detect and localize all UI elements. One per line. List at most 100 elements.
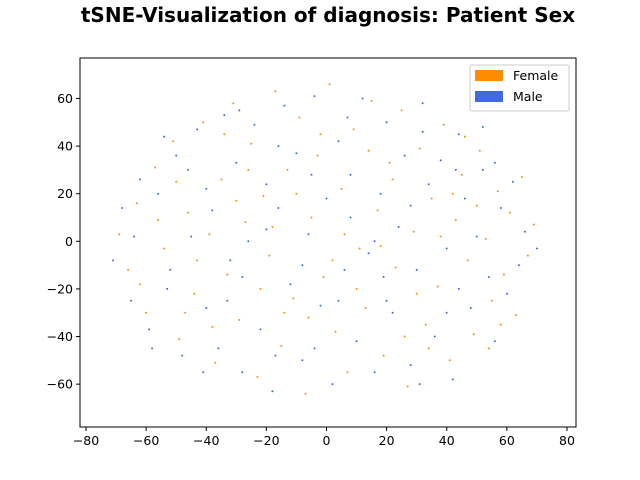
point-female-12 <box>214 361 217 364</box>
point-male-19 <box>253 123 256 126</box>
point-male-80 <box>265 228 268 231</box>
point-male-76 <box>493 161 496 164</box>
legend-swatch-male <box>475 91 503 102</box>
point-female-34 <box>346 371 349 374</box>
point-female-20 <box>262 195 265 198</box>
point-male-45 <box>409 364 412 367</box>
point-female-8 <box>187 211 190 214</box>
point-female-67 <box>175 180 178 183</box>
point-female-79 <box>235 199 238 202</box>
point-female-77 <box>157 218 160 221</box>
point-male-49 <box>433 335 436 338</box>
point-male-58 <box>487 276 490 278</box>
point-female-94 <box>439 235 442 238</box>
point-male-94 <box>418 383 421 386</box>
point-male-4 <box>148 328 151 331</box>
point-female-90 <box>295 192 298 195</box>
point-female-50 <box>442 123 445 126</box>
point-male-53 <box>457 133 460 136</box>
point-male-86 <box>481 126 484 128</box>
point-female-0 <box>118 233 121 236</box>
point-male-43 <box>397 226 400 228</box>
point-male-2 <box>130 299 133 302</box>
point-female-68 <box>211 326 214 328</box>
point-male-15 <box>229 259 232 262</box>
point-male-89 <box>238 109 241 112</box>
point-female-45 <box>412 230 415 233</box>
y-tick-label: −40 <box>47 329 73 344</box>
legend-label-female: Female <box>513 68 559 83</box>
points-layer <box>112 83 538 395</box>
point-female-43 <box>400 109 403 112</box>
point-female-3 <box>145 311 148 314</box>
point-male-61 <box>505 292 508 295</box>
point-female-42 <box>394 266 397 269</box>
point-female-91 <box>331 259 334 262</box>
point-male-7 <box>175 154 178 157</box>
point-male-13 <box>217 347 220 350</box>
point-female-71 <box>319 133 322 136</box>
point-female-63 <box>520 176 523 178</box>
point-male-91 <box>310 173 313 176</box>
point-female-66 <box>139 283 142 286</box>
point-male-32 <box>331 383 334 386</box>
point-male-20 <box>259 328 262 331</box>
point-female-75 <box>463 135 466 138</box>
point-female-87 <box>184 311 187 314</box>
point-female-27 <box>304 392 307 395</box>
point-female-5 <box>163 247 166 250</box>
point-male-16 <box>235 161 238 164</box>
point-male-88 <box>202 371 205 374</box>
point-male-54 <box>463 197 466 200</box>
point-male-3 <box>139 178 142 181</box>
x-tick-label: −20 <box>253 433 279 448</box>
point-female-48 <box>430 197 433 200</box>
point-female-33 <box>340 187 343 190</box>
point-female-40 <box>382 354 385 357</box>
point-female-13 <box>220 178 223 181</box>
y-axis: −60 −40 −20 0 20 40 60 <box>47 91 80 392</box>
point-female-92 <box>367 149 370 152</box>
point-male-11 <box>205 307 208 309</box>
point-male-81 <box>301 264 304 267</box>
point-female-51 <box>448 359 451 362</box>
point-female-11 <box>208 233 211 236</box>
point-male-73 <box>385 299 388 302</box>
point-male-57 <box>481 168 484 171</box>
point-female-93 <box>403 335 406 338</box>
point-male-10 <box>196 128 199 131</box>
point-female-55 <box>472 333 475 336</box>
point-female-47 <box>424 323 427 326</box>
point-male-33 <box>337 140 340 143</box>
point-male-29 <box>313 95 316 98</box>
point-female-46 <box>418 147 421 150</box>
point-female-31 <box>328 83 331 86</box>
point-male-1 <box>121 207 124 209</box>
point-female-7 <box>178 337 181 340</box>
point-female-52 <box>454 218 457 221</box>
point-female-16 <box>238 318 241 321</box>
legend-swatch-female <box>475 70 503 81</box>
point-male-93 <box>382 276 385 278</box>
point-male-64 <box>523 230 526 233</box>
point-male-65 <box>535 247 538 250</box>
point-female-19 <box>256 376 259 378</box>
point-male-52 <box>451 378 454 381</box>
point-female-70 <box>283 311 286 314</box>
point-female-89 <box>259 287 262 290</box>
point-female-41 <box>388 161 391 164</box>
x-tick-label: 20 <box>379 433 395 448</box>
point-female-61 <box>508 211 511 214</box>
point-female-38 <box>370 99 373 102</box>
point-female-83 <box>379 245 382 248</box>
point-female-15 <box>232 102 235 105</box>
point-male-66 <box>133 235 136 238</box>
point-male-46 <box>415 268 418 271</box>
y-tick-label: 60 <box>57 91 73 106</box>
point-male-95 <box>454 168 457 171</box>
point-male-25 <box>289 283 292 286</box>
point-male-87 <box>163 135 166 138</box>
point-male-41 <box>385 121 388 124</box>
x-tick-label: 0 <box>323 433 331 448</box>
